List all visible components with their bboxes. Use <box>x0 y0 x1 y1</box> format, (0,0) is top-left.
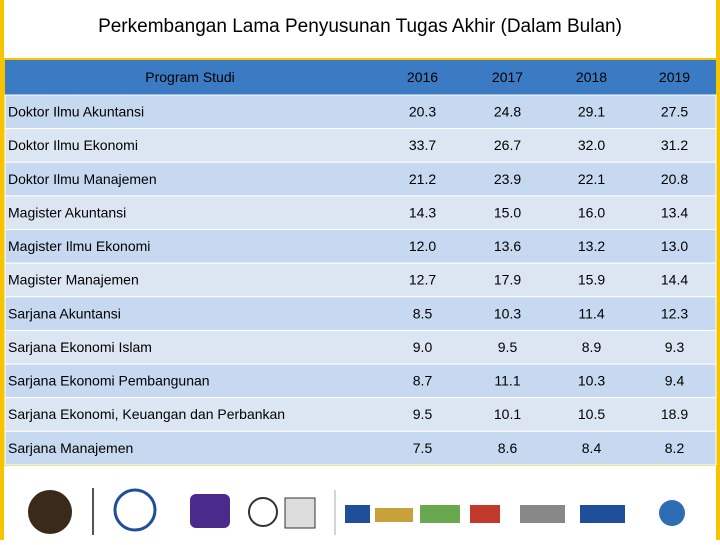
row-label: Sarjana Akuntansi <box>8 305 121 321</box>
cell-value: 15.9 <box>578 272 605 288</box>
cell-value: 32.0 <box>578 137 605 153</box>
table-row <box>4 229 717 264</box>
logo <box>659 500 685 526</box>
cell-value: 8.9 <box>582 339 602 355</box>
logo <box>520 505 565 523</box>
table-row <box>4 195 717 231</box>
cell-value: 17.9 <box>494 272 521 288</box>
table-row <box>4 94 717 130</box>
cell-value: 10.3 <box>578 373 605 389</box>
column-header: 2018 <box>576 69 607 85</box>
column-header: 2019 <box>659 69 690 85</box>
row-label: Magister Manajemen <box>8 272 139 288</box>
cell-value: 14.4 <box>661 272 688 288</box>
cell-value: 13.4 <box>661 204 688 220</box>
logo <box>248 497 278 527</box>
cell-value: 33.7 <box>409 137 436 153</box>
cell-value: 29.1 <box>578 104 605 120</box>
cell-value: 20.8 <box>661 171 688 187</box>
logo <box>190 494 230 528</box>
column-header: Program Studi <box>145 69 234 85</box>
table-row <box>4 161 717 197</box>
cell-value: 15.0 <box>494 204 521 220</box>
logo <box>580 505 625 523</box>
row-label: Doktor Ilmu Ekonomi <box>8 137 138 153</box>
column-header: 2016 <box>407 69 438 85</box>
cell-value: 18.9 <box>661 406 688 422</box>
cell-value: 9.5 <box>498 339 518 355</box>
cell-value: 31.2 <box>661 137 688 153</box>
column-header: 2017 <box>492 69 523 85</box>
cell-value: 9.3 <box>665 339 685 355</box>
logo <box>345 505 370 523</box>
cell-value: 24.8 <box>494 104 521 120</box>
logo-area <box>4 466 716 540</box>
logo <box>470 505 500 523</box>
logo <box>113 488 157 532</box>
cell-value: 7.5 <box>413 440 433 456</box>
cell-value: 21.2 <box>409 171 436 187</box>
cell-value: 12.3 <box>661 305 688 321</box>
row-label: Doktor Ilmu Akuntansi <box>8 104 144 120</box>
cell-value: 9.5 <box>413 406 433 422</box>
row-label: Magister Akuntansi <box>8 204 126 220</box>
row-label: Sarjana Ekonomi, Keuangan dan Perbankan <box>8 406 285 422</box>
slide-title: Perkembangan Lama Penyusunan Tugas Akhir… <box>98 16 622 37</box>
logo <box>284 497 316 529</box>
cell-value: 11.1 <box>494 373 520 389</box>
row-label: Magister Ilmu Ekonomi <box>8 238 150 254</box>
row-label: Sarjana Manajemen <box>8 440 133 456</box>
table-row <box>4 329 717 365</box>
table-row <box>4 262 717 298</box>
cell-value: 13.6 <box>494 238 521 254</box>
cell-value: 27.5 <box>661 104 688 120</box>
table-row <box>4 128 717 163</box>
cell-value: 13.0 <box>661 238 688 254</box>
cell-value: 13.2 <box>578 238 605 254</box>
cell-value: 10.5 <box>578 406 605 422</box>
row-label: Sarjana Ekonomi Pembangunan <box>8 373 210 389</box>
row-label: Sarjana Ekonomi Islam <box>8 339 152 355</box>
table-row <box>4 397 717 432</box>
logo <box>28 490 72 534</box>
cell-value: 26.7 <box>494 137 521 153</box>
cell-value: 12.0 <box>409 238 436 254</box>
cell-value: 8.2 <box>665 440 685 456</box>
logo <box>375 508 413 522</box>
cell-value: 22.1 <box>578 171 605 187</box>
cell-value: 10.1 <box>494 406 521 422</box>
table-row <box>4 430 717 466</box>
cell-value: 8.4 <box>582 440 602 456</box>
table-row <box>4 363 717 399</box>
row-label: Doktor Ilmu Manajemen <box>8 171 157 187</box>
cell-value: 9.0 <box>413 339 433 355</box>
title-area <box>4 0 716 58</box>
logos <box>28 488 685 535</box>
cell-value: 10.3 <box>494 305 521 321</box>
cell-value: 8.6 <box>498 440 518 456</box>
header-row <box>5 60 716 95</box>
logo <box>420 505 460 523</box>
cell-value: 11.4 <box>578 305 604 321</box>
cell-value: 20.3 <box>409 104 436 120</box>
cell-value: 23.9 <box>494 171 521 187</box>
cell-value: 9.4 <box>665 373 685 389</box>
cell-value: 16.0 <box>578 204 605 220</box>
cell-value: 8.7 <box>413 373 433 389</box>
cell-value: 14.3 <box>409 204 436 220</box>
cell-value: 8.5 <box>413 305 433 321</box>
cell-value: 12.7 <box>409 272 436 288</box>
